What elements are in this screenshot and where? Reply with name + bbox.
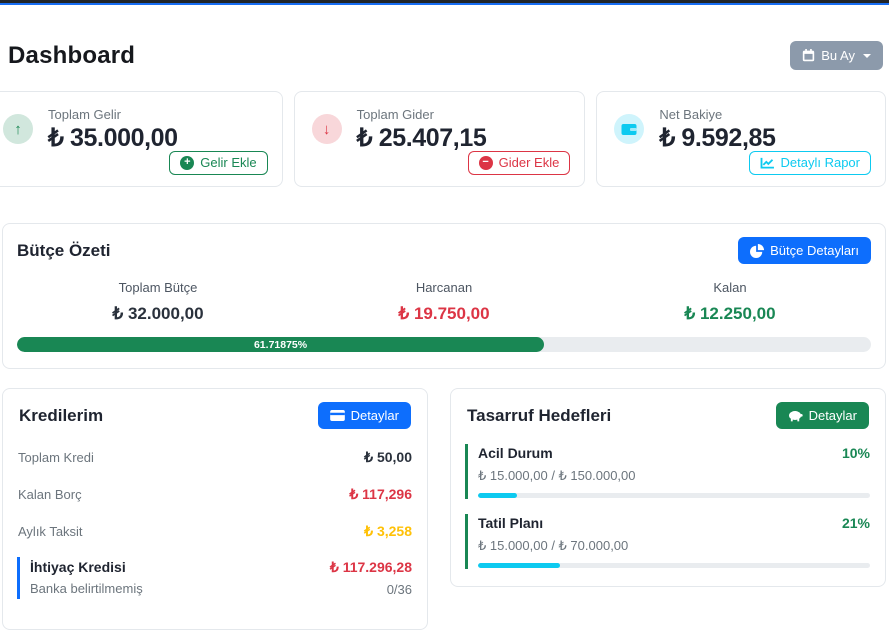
top-navbar (0, 0, 889, 5)
remaining-debt-value: ₺ 117,296 (349, 486, 412, 502)
budget-progress-fill: 61.71875% (17, 337, 545, 352)
loan-summary-row: Kalan Borç ₺ 117,296 (17, 476, 413, 513)
goal-progress-bar (478, 563, 870, 568)
arrow-up-icon: ↑ (3, 114, 33, 144)
savings-goals-card: Tasarruf Hedefleri Detaylar Acil Durum 1… (450, 388, 886, 587)
total-expense-label: Toplam Gider (356, 107, 434, 122)
total-expense-value: ₺ 25.407,15 (356, 124, 487, 152)
goal-percent: 21% (841, 515, 870, 531)
detailed-report-button-label: Detaylı Rapor (780, 155, 860, 170)
remaining-debt-label: Kalan Borç (18, 487, 82, 502)
loan-item-bank: Banka belirtilmemiş (30, 581, 143, 596)
goal-progress-bar (478, 493, 870, 498)
net-balance-label: Net Bakiye (659, 107, 723, 122)
piggy-bank-icon (788, 409, 803, 422)
minus-circle-icon: − (478, 155, 493, 170)
net-balance-card: Net Bakiye ₺ 9.592,85 Detaylı Rapor (596, 91, 886, 187)
credit-card-icon (329, 410, 345, 421)
savings-details-button-label: Detaylar (808, 408, 857, 423)
savings-title: Tasarruf Hedefleri (467, 405, 612, 425)
monthly-installment-label: Aylık Taksit (18, 524, 83, 539)
loans-details-button-label: Detaylar (350, 408, 399, 423)
loans-details-button[interactable]: Detaylar (317, 402, 411, 429)
calendar-icon (802, 49, 815, 62)
loan-item-installments: 0/36 (386, 582, 412, 597)
loan-item: İhtiyaç Kredisi Banka belirtilmemiş ₺ 11… (17, 557, 413, 599)
savings-goal-item: Acil Durum 10% ₺ 15.000,00 / ₺ 150.000,0… (465, 444, 871, 499)
period-button-label: Bu Ay (821, 48, 855, 63)
goal-progress-fill (478, 493, 518, 498)
total-income-value: ₺ 35.000,00 (48, 124, 178, 152)
bottom-row: Kredilerim Detaylar Toplam Kredi ₺ 50,00… (2, 388, 886, 630)
total-expense-card: ↓ Toplam Gider ₺ 25.407,15 − Gider Ekle (293, 91, 586, 187)
total-budget-value: ₺ 32.000,00 (112, 304, 204, 323)
savings-details-button[interactable]: Detaylar (775, 402, 869, 429)
budget-progress-label: 61.71875% (253, 338, 308, 351)
goal-progress-fill (478, 563, 561, 568)
loans-title: Kredilerim (19, 405, 104, 425)
spent-value: ₺ 19.750,00 (398, 304, 490, 323)
remaining-label: Kalan (713, 280, 747, 295)
monthly-installment-value: ₺ 3,258 (364, 523, 412, 539)
savings-goal-item: Tatil Planı 21% ₺ 15.000,00 / ₺ 70.000,0… (465, 514, 871, 569)
spent-label: Harcanan (415, 280, 473, 295)
chevron-down-icon (863, 53, 871, 58)
goal-amounts: ₺ 15.000,00 / ₺ 150.000,00 (478, 468, 636, 483)
total-income-label: Toplam Gelir (48, 107, 121, 122)
goal-name: Tatil Planı (478, 515, 544, 531)
net-balance-value: ₺ 9.592,85 (659, 124, 776, 152)
add-expense-button-label: Gider Ekle (498, 155, 560, 170)
goal-amounts: ₺ 15.000,00 / ₺ 70.000,00 (478, 538, 629, 553)
goal-name: Acil Durum (478, 445, 553, 461)
budget-summary-card: Bütçe Özeti Bütçe Detayları Toplam Bütçe… (2, 223, 886, 369)
stats-row: ↑ Toplam Gelir ₺ 35.000,00 + Gelir Ekle … (0, 91, 886, 187)
budget-details-button-label: Bütçe Detayları (770, 243, 859, 258)
period-select-button[interactable]: Bu Ay (790, 41, 883, 70)
arrow-down-icon: ↓ (311, 114, 342, 144)
add-expense-button[interactable]: − Gider Ekle (467, 151, 571, 175)
budget-details-button[interactable]: Bütçe Detayları (738, 237, 871, 264)
total-income-card: ↑ Toplam Gelir ₺ 35.000,00 + Gelir Ekle (0, 91, 283, 187)
add-income-button-label: Gelir Ekle (200, 155, 257, 170)
loan-item-amount: ₺ 117.296,28 (329, 559, 412, 575)
total-budget-label: Toplam Bütçe (118, 280, 198, 295)
main-content: Dashboard Bu Ay ↑ Toplam Gelir ₺ 35.000,… (0, 5, 889, 630)
loan-item-name: İhtiyaç Kredisi (30, 559, 126, 575)
plus-circle-icon: + (180, 155, 195, 170)
goal-percent: 10% (841, 445, 870, 461)
pie-chart-icon (750, 243, 765, 258)
page-title: Dashboard (8, 41, 136, 69)
page-header: Dashboard Bu Ay (2, 5, 886, 70)
detailed-report-button[interactable]: Detaylı Rapor (748, 151, 871, 175)
loans-card: Kredilerim Detaylar Toplam Kredi ₺ 50,00… (2, 388, 428, 630)
loan-summary-row: Aylık Taksit ₺ 3,258 (17, 513, 413, 550)
add-income-button[interactable]: + Gelir Ekle (169, 151, 268, 175)
budget-progress-bar: 61.71875% (17, 337, 871, 352)
total-loan-label: Toplam Kredi (18, 450, 94, 465)
budget-columns: Toplam Bütçe ₺ 32.000,00 Harcanan ₺ 19.7… (15, 280, 873, 324)
wallet-icon (614, 114, 645, 144)
remaining-value: ₺ 12.250,00 (684, 304, 776, 323)
budget-summary-title: Bütçe Özeti (17, 240, 111, 260)
total-loan-value: ₺ 50,00 (364, 449, 412, 465)
chart-line-icon (760, 157, 775, 169)
loan-summary-row: Toplam Kredi ₺ 50,00 (17, 439, 413, 476)
